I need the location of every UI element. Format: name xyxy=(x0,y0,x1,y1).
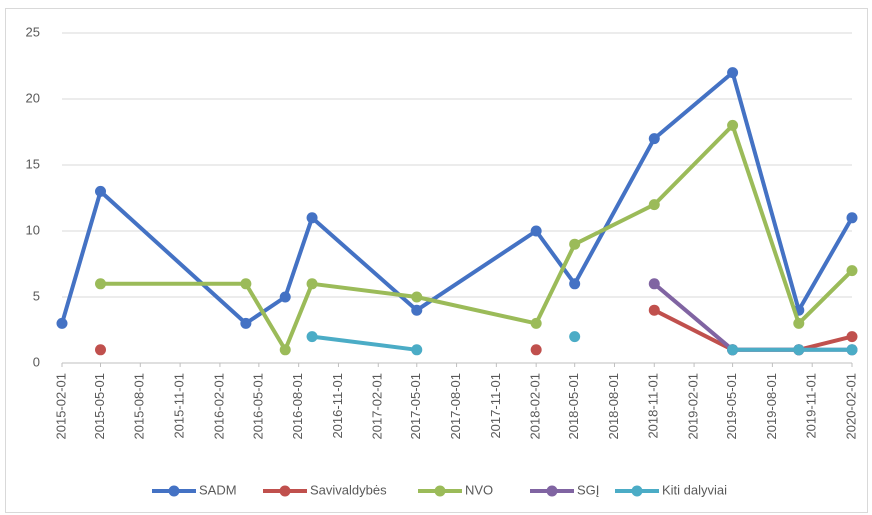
point xyxy=(279,344,291,356)
point xyxy=(240,317,252,329)
point xyxy=(530,344,542,356)
y-tick-label: 10 xyxy=(26,222,40,237)
x-tick-label: 2015-08-01 xyxy=(132,373,147,440)
point xyxy=(240,278,252,290)
point xyxy=(569,331,581,343)
legend-marker xyxy=(279,485,291,497)
y-tick-label: 15 xyxy=(26,156,40,171)
point xyxy=(569,278,581,290)
x-tick-label: 2015-11-01 xyxy=(172,373,187,439)
x-tick-label: 2019-11-01 xyxy=(804,373,819,439)
point xyxy=(411,344,423,356)
x-tick-label: 2020-02-01 xyxy=(843,373,858,440)
y-tick-label: 5 xyxy=(33,288,40,303)
x-tick-label: 2016-05-01 xyxy=(250,373,265,440)
point xyxy=(95,344,107,356)
point xyxy=(569,238,581,250)
x-tick-label: 2019-08-01 xyxy=(764,373,779,440)
point xyxy=(727,67,739,79)
legend-label: SGĮ xyxy=(577,482,599,497)
point xyxy=(411,304,423,316)
x-tick-label: 2016-02-01 xyxy=(211,373,226,440)
point xyxy=(648,304,660,316)
point xyxy=(846,344,858,356)
x-tick-label: 2017-08-01 xyxy=(448,373,463,440)
x-tick-label: 2015-05-01 xyxy=(92,373,107,440)
x-tick-label: 2017-05-01 xyxy=(408,373,423,440)
legend-marker xyxy=(434,485,446,497)
point xyxy=(306,212,318,224)
point xyxy=(846,212,858,224)
x-tick-label: 2018-05-01 xyxy=(566,373,581,440)
legend-marker xyxy=(546,485,558,497)
y-tick-label: 0 xyxy=(33,354,40,369)
y-tick-label: 25 xyxy=(26,24,40,39)
point xyxy=(411,291,423,303)
y-tick-label: 20 xyxy=(26,90,40,105)
x-tick-label: 2019-05-01 xyxy=(724,373,739,440)
series-line xyxy=(60,70,854,326)
x-tick-label: 2016-08-01 xyxy=(290,373,305,440)
point xyxy=(793,317,805,329)
point xyxy=(846,265,858,277)
legend-label: Savivaldybės xyxy=(310,482,387,497)
legend-label: Kiti dalyviai xyxy=(662,482,727,497)
point xyxy=(306,278,318,290)
x-tick-label: 2018-02-01 xyxy=(528,373,543,440)
point xyxy=(530,317,542,329)
point xyxy=(306,331,318,343)
x-tick-label: 2017-02-01 xyxy=(370,373,385,440)
x-tick-label: 2018-08-01 xyxy=(606,373,621,440)
legend-label: SADM xyxy=(199,482,237,497)
point xyxy=(530,225,542,237)
point xyxy=(793,344,805,356)
x-tick-label: 2019-02-01 xyxy=(686,373,701,440)
legend-marker xyxy=(168,485,180,497)
point xyxy=(279,291,291,303)
legend-marker xyxy=(631,485,643,497)
x-tick-label: 2018-11-01 xyxy=(646,373,661,439)
point xyxy=(648,133,660,145)
point xyxy=(95,185,107,197)
point xyxy=(648,278,660,290)
x-tick-label: 2015-02-01 xyxy=(53,373,68,440)
point xyxy=(727,119,739,131)
legend-label: NVO xyxy=(465,482,493,497)
chart-frame xyxy=(5,8,868,513)
point xyxy=(846,331,858,343)
point xyxy=(95,278,107,290)
point xyxy=(56,317,68,329)
point xyxy=(727,344,739,356)
point xyxy=(648,199,660,211)
x-tick-label: 2017-11-01 xyxy=(488,373,503,439)
x-tick-label: 2016-11-01 xyxy=(330,373,345,439)
